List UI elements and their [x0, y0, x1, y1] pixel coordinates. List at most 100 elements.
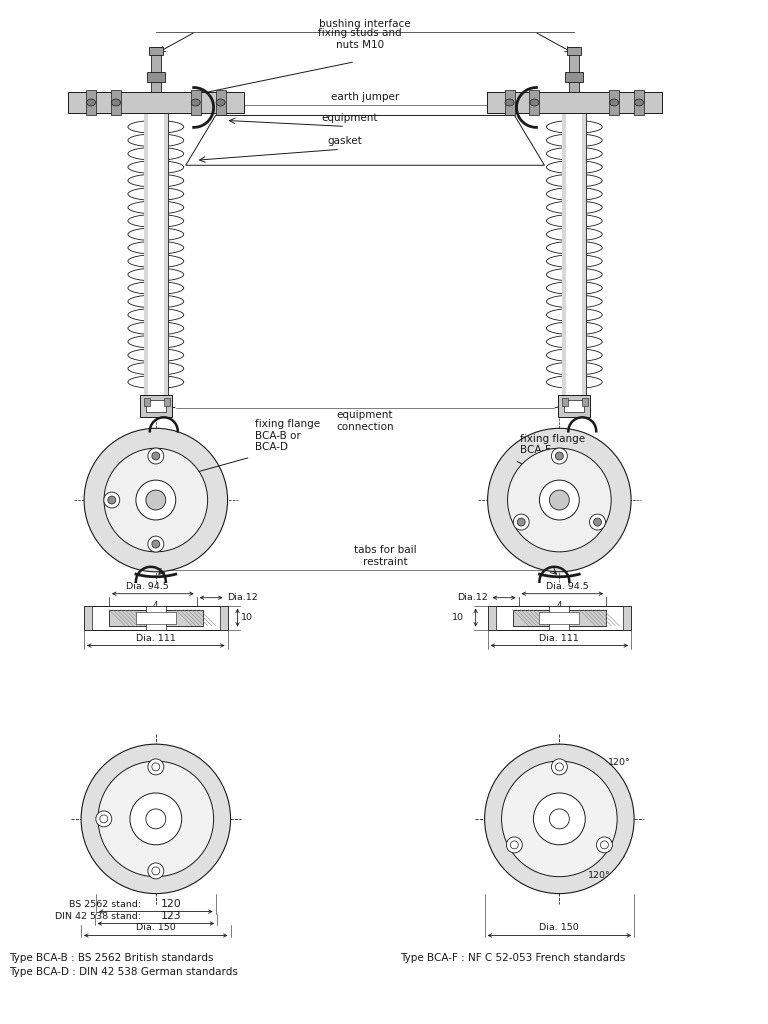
Bar [86, 89, 96, 116]
Bar [529, 89, 539, 116]
Text: Dia. 94.5: Dia. 94.5 [546, 582, 589, 591]
Text: 123: 123 [161, 910, 181, 921]
Circle shape [601, 841, 608, 849]
Text: 126: 126 [581, 844, 601, 854]
Circle shape [96, 811, 112, 826]
Text: DIN 42 538 stand:: DIN 42 538 stand: [55, 911, 141, 921]
Ellipse shape [128, 242, 184, 254]
Ellipse shape [128, 214, 184, 227]
Ellipse shape [546, 376, 602, 388]
Text: Dia. 111: Dia. 111 [136, 634, 176, 642]
Circle shape [146, 809, 166, 828]
Ellipse shape [128, 187, 184, 201]
Ellipse shape [128, 322, 184, 335]
Bar [569, 47, 579, 91]
Circle shape [594, 518, 601, 526]
Bar [623, 605, 631, 630]
Bar [539, 611, 579, 624]
Bar [190, 89, 200, 116]
Polygon shape [186, 116, 545, 165]
Circle shape [485, 744, 634, 894]
Ellipse shape [546, 348, 602, 361]
Circle shape [502, 761, 617, 877]
Text: Dia. 111: Dia. 111 [539, 634, 579, 642]
Ellipse shape [128, 308, 184, 322]
Bar [568, 47, 581, 54]
Ellipse shape [128, 147, 184, 160]
Ellipse shape [610, 99, 619, 105]
Ellipse shape [191, 99, 200, 105]
Ellipse shape [546, 214, 602, 227]
Bar [564, 400, 584, 413]
Text: Dia. 150: Dia. 150 [136, 924, 176, 933]
Bar [609, 89, 619, 116]
Circle shape [152, 867, 160, 874]
Ellipse shape [128, 335, 184, 348]
Circle shape [488, 428, 631, 571]
Circle shape [148, 449, 164, 464]
Text: Type BCA-B : BS 2562 British standards: Type BCA-B : BS 2562 British standards [9, 953, 214, 964]
Text: 4: 4 [557, 601, 562, 609]
Ellipse shape [128, 348, 184, 361]
Text: Dia.12: Dia.12 [457, 593, 488, 602]
Bar [505, 89, 515, 116]
Bar [634, 89, 644, 116]
Ellipse shape [546, 134, 602, 146]
Bar [147, 72, 165, 82]
Text: tabs for bail
restraint: tabs for bail restraint [354, 545, 416, 567]
Bar [111, 89, 121, 116]
Circle shape [146, 490, 166, 510]
Text: 4: 4 [153, 601, 158, 609]
Ellipse shape [128, 227, 184, 241]
Text: bushing interface: bushing interface [319, 18, 411, 29]
Ellipse shape [546, 121, 602, 133]
Circle shape [104, 449, 207, 552]
Ellipse shape [546, 147, 602, 160]
Ellipse shape [87, 99, 95, 105]
Ellipse shape [216, 99, 225, 105]
Text: 120: 120 [161, 899, 181, 908]
Text: fixing flange
BCA-B or
BCA-D: fixing flange BCA-B or BCA-D [256, 419, 320, 453]
Circle shape [152, 452, 160, 460]
Circle shape [148, 759, 164, 775]
Circle shape [508, 449, 611, 552]
Bar [562, 114, 566, 395]
Circle shape [108, 496, 116, 504]
Circle shape [510, 841, 518, 849]
Circle shape [517, 518, 525, 526]
Ellipse shape [546, 187, 602, 201]
Ellipse shape [546, 255, 602, 267]
Circle shape [98, 761, 214, 877]
Circle shape [590, 514, 605, 530]
Bar [151, 47, 161, 91]
Circle shape [555, 763, 564, 771]
Text: 120°: 120° [588, 871, 611, 881]
Circle shape [534, 793, 585, 845]
Bar [144, 398, 150, 407]
Circle shape [148, 537, 164, 552]
Circle shape [539, 480, 579, 520]
Ellipse shape [546, 295, 602, 308]
Ellipse shape [546, 282, 602, 295]
Text: equipment
connection: equipment connection [336, 411, 394, 432]
Text: Dia. 150: Dia. 150 [539, 924, 579, 933]
Ellipse shape [546, 201, 602, 214]
Bar [487, 91, 662, 114]
Ellipse shape [128, 362, 184, 375]
Text: gasket: gasket [328, 136, 362, 146]
Circle shape [104, 493, 120, 508]
Ellipse shape [546, 308, 602, 322]
Text: 10: 10 [240, 613, 253, 623]
Ellipse shape [128, 255, 184, 267]
Ellipse shape [546, 335, 602, 348]
Bar [144, 114, 167, 395]
Ellipse shape [505, 99, 514, 105]
Circle shape [513, 514, 529, 530]
Ellipse shape [546, 268, 602, 281]
Ellipse shape [128, 134, 184, 146]
Circle shape [506, 837, 522, 853]
Bar [84, 605, 227, 630]
Ellipse shape [546, 227, 602, 241]
Bar [140, 395, 172, 418]
Text: Type BCA-D : DIN 42 538 German standards: Type BCA-D : DIN 42 538 German standards [9, 968, 238, 977]
